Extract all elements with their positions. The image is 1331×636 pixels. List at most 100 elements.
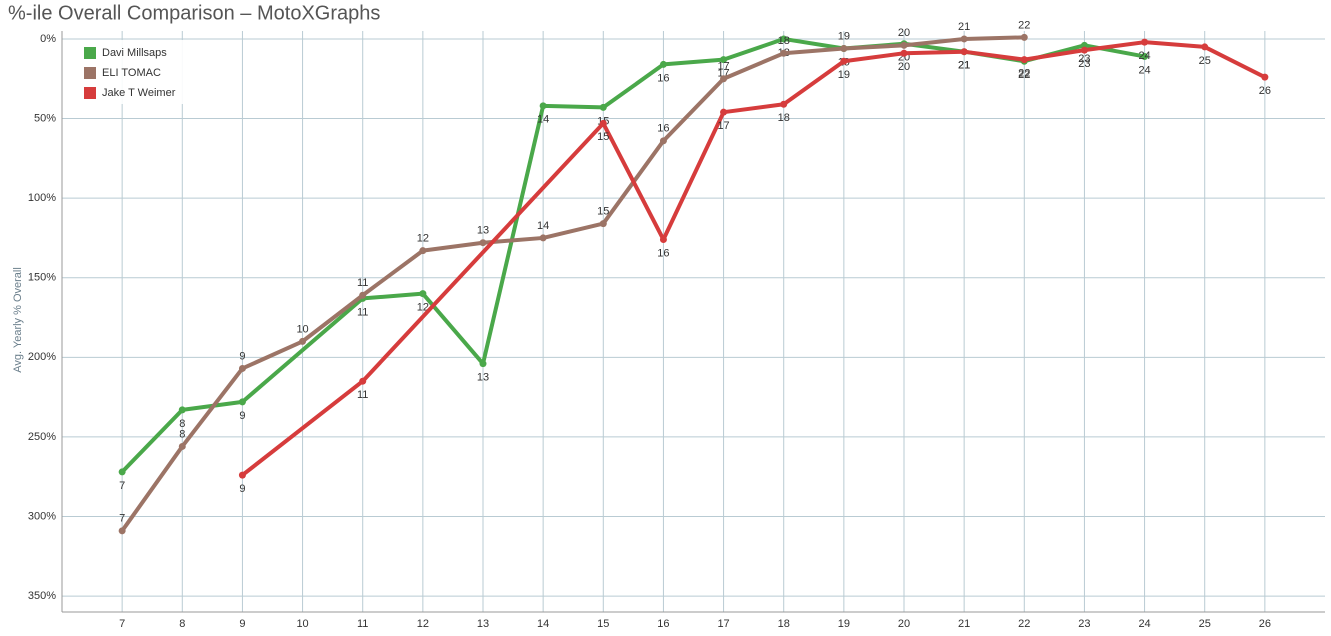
series-line [120, 36, 1145, 474]
data-point [720, 108, 728, 116]
data-point [599, 103, 607, 111]
y-tick-label: 0% [40, 33, 56, 45]
data-point [960, 35, 968, 43]
data-label: 20 [898, 61, 910, 73]
y-axis-title: Avg. Yearly % Overall [12, 267, 24, 373]
data-label: 9 [239, 410, 245, 422]
data-label: 21 [958, 60, 970, 72]
data-label: 11 [357, 389, 368, 401]
data-label: 8 [179, 428, 185, 440]
data-label: 19 [838, 69, 850, 81]
data-point [599, 220, 607, 228]
data-point [840, 45, 848, 53]
data-point [1141, 38, 1149, 46]
data-label: 23 [1078, 53, 1090, 65]
data-label: 18 [778, 35, 790, 47]
data-point [359, 377, 367, 385]
data-point [1020, 33, 1028, 41]
data-label: 16 [657, 72, 669, 84]
legend-swatch [84, 67, 96, 79]
data-label: 22 [1018, 69, 1030, 81]
x-tick-label: 11 [357, 618, 368, 630]
y-tick-label: 100% [28, 192, 56, 204]
y-tick-label: 200% [28, 351, 56, 363]
data-point [659, 137, 667, 145]
data-label: 26 [1259, 85, 1271, 97]
x-tick-label: 19 [838, 618, 850, 630]
x-tick-label: 9 [239, 618, 245, 630]
data-point [659, 236, 667, 244]
data-label: 16 [657, 123, 669, 135]
data-point [840, 57, 848, 65]
data-label: 13 [477, 372, 489, 384]
chart-title: %-ile Overall Comparison – MotoXGraphs [8, 2, 380, 24]
x-tick-label: 26 [1259, 618, 1271, 630]
x-tick-label: 18 [778, 618, 790, 630]
legend-label: Davi Millsaps [102, 47, 167, 59]
x-tick-label: 20 [898, 618, 910, 630]
x-tick-label: 17 [717, 618, 729, 630]
legend-swatch [84, 47, 96, 59]
y-tick-label: 350% [28, 590, 56, 602]
data-point [720, 56, 728, 64]
data-point [780, 49, 788, 57]
data-label: 8 [179, 418, 185, 430]
data-point [539, 234, 547, 242]
data-label: 14 [537, 114, 549, 126]
data-label: 23 [1078, 58, 1090, 70]
data-label: 15 [597, 206, 609, 218]
data-label: 11 [357, 277, 368, 289]
data-label: 17 [717, 61, 729, 73]
data-point [238, 364, 246, 372]
data-point [419, 290, 427, 298]
data-point [1080, 46, 1088, 54]
x-tick-label: 16 [657, 618, 669, 630]
data-point [539, 102, 547, 110]
data-label: 15 [597, 131, 609, 143]
data-label: 24 [1138, 64, 1150, 76]
x-tick-label: 7 [119, 618, 125, 630]
y-tick-label: 50% [34, 112, 56, 124]
data-point [299, 337, 307, 345]
data-label: 9 [239, 483, 245, 495]
data-point [178, 442, 186, 450]
series-line [241, 40, 1266, 477]
data-point [960, 48, 968, 56]
y-tick-label: 250% [28, 431, 56, 443]
data-point [1261, 73, 1269, 81]
y-tick-label: 150% [28, 272, 56, 284]
data-label: 20 [898, 27, 910, 39]
data-point [1141, 52, 1149, 60]
data-label: 14 [537, 220, 549, 232]
x-tick-label: 21 [958, 618, 970, 630]
data-point [659, 60, 667, 68]
data-label: 7 [119, 513, 125, 525]
data-label: 22 [1018, 19, 1030, 31]
data-label: 25 [1199, 55, 1211, 67]
data-label: 24 [1138, 50, 1150, 62]
x-tick-label: 14 [537, 618, 549, 630]
data-label: 13 [477, 225, 489, 237]
x-tick-label: 13 [477, 618, 489, 630]
legend-swatch [84, 87, 96, 99]
x-tick-label: 22 [1018, 618, 1030, 630]
series-line [120, 35, 1025, 532]
data-point [479, 239, 487, 247]
data-point [599, 119, 607, 127]
x-tick-label: 25 [1199, 618, 1211, 630]
x-tick-label: 8 [179, 618, 185, 630]
data-point [780, 35, 788, 43]
data-label: 19 [838, 30, 850, 42]
data-point [118, 468, 126, 476]
data-label: 9 [239, 350, 245, 362]
data-label: 18 [778, 112, 790, 124]
x-tick-label: 15 [597, 618, 609, 630]
x-tick-label: 23 [1078, 618, 1090, 630]
data-label: 17 [717, 120, 729, 132]
legend-box [78, 40, 198, 104]
data-point [479, 360, 487, 368]
data-point [900, 49, 908, 57]
data-point [419, 247, 427, 255]
